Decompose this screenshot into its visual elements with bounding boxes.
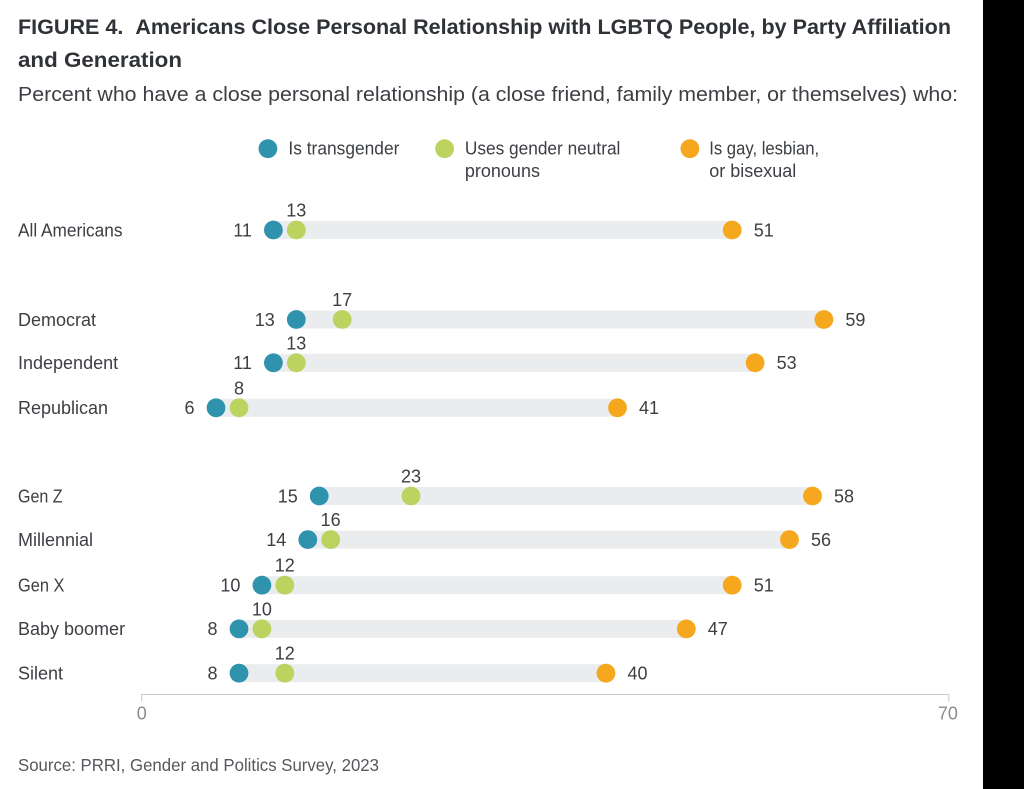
- svg-text:14: 14: [266, 530, 286, 550]
- svg-text:51: 51: [754, 576, 774, 596]
- svg-text:8: 8: [207, 619, 217, 639]
- svg-text:56: 56: [811, 530, 831, 550]
- svg-text:13: 13: [286, 333, 306, 353]
- svg-text:Is gay, lesbian,: Is gay, lesbian,: [709, 139, 819, 159]
- svg-text:Percent who have a close perso: Percent who have a close personal relati…: [18, 83, 958, 106]
- svg-text:FIGURE 4. Americans Close Per: FIGURE 4. Americans Close Personal Relat…: [18, 15, 951, 39]
- svg-text:All Americans: All Americans: [18, 220, 123, 240]
- svg-text:47: 47: [708, 619, 728, 639]
- svg-text:58: 58: [834, 486, 854, 506]
- svg-text:11: 11: [233, 220, 252, 240]
- svg-text:15: 15: [278, 486, 298, 506]
- svg-text:41: 41: [639, 398, 659, 418]
- svg-text:Republican: Republican: [18, 398, 108, 418]
- svg-text:Gen Z: Gen Z: [18, 486, 63, 506]
- svg-text:Uses gender neutral: Uses gender neutral: [465, 139, 621, 159]
- svg-text:Democrat: Democrat: [18, 310, 96, 330]
- svg-text:40: 40: [628, 664, 648, 684]
- svg-text:or bisexual: or bisexual: [709, 161, 796, 181]
- svg-text:8: 8: [234, 378, 244, 398]
- svg-text:Millennial: Millennial: [18, 530, 93, 550]
- svg-text:13: 13: [255, 310, 275, 330]
- svg-text:17: 17: [332, 290, 352, 310]
- svg-text:8: 8: [207, 664, 217, 684]
- svg-text:10: 10: [252, 599, 272, 619]
- svg-text:and Generation: and Generation: [18, 48, 182, 72]
- svg-text:51: 51: [754, 220, 774, 240]
- svg-text:Silent: Silent: [18, 664, 63, 684]
- svg-text:10: 10: [220, 576, 240, 596]
- svg-text:23: 23: [401, 467, 421, 487]
- svg-text:70: 70: [938, 704, 958, 724]
- svg-text:13: 13: [286, 201, 306, 221]
- svg-text:53: 53: [777, 353, 797, 373]
- svg-text:11: 11: [233, 353, 252, 373]
- svg-text:Independent: Independent: [18, 353, 118, 373]
- svg-text:0: 0: [137, 704, 147, 724]
- svg-text:Is transgender: Is transgender: [288, 139, 399, 159]
- svg-text:Baby boomer: Baby boomer: [18, 619, 125, 639]
- svg-text:59: 59: [845, 310, 865, 330]
- svg-text:12: 12: [275, 556, 295, 576]
- svg-text:16: 16: [321, 510, 341, 530]
- svg-text:Gen X: Gen X: [18, 576, 65, 596]
- svg-text:12: 12: [275, 644, 295, 664]
- svg-text:6: 6: [184, 398, 194, 418]
- svg-text:Source: PRRI, Gender and Polit: Source: PRRI, Gender and Politics Survey…: [18, 755, 379, 775]
- svg-text:pronouns: pronouns: [465, 161, 540, 181]
